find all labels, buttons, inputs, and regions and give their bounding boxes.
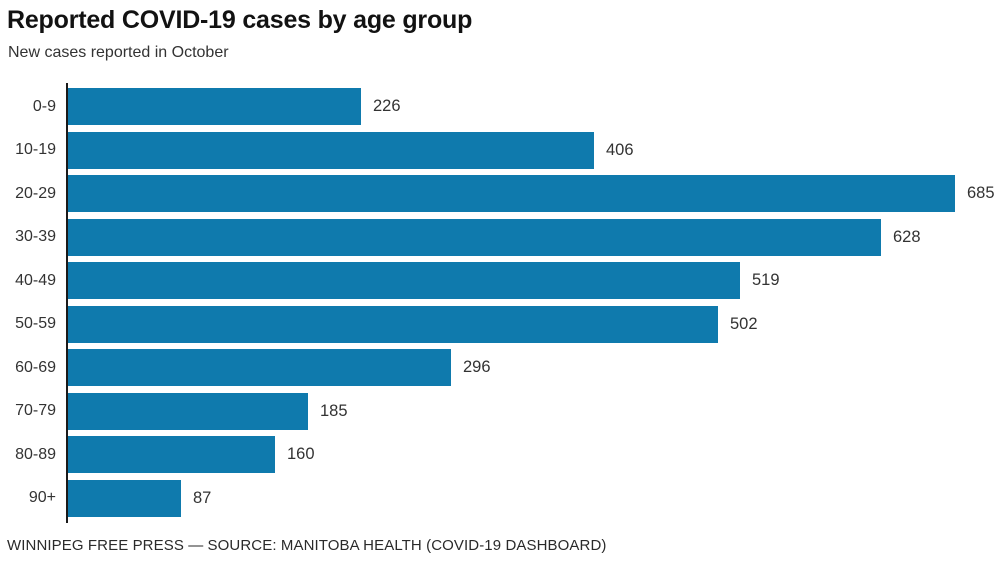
category-label: 70-79: [15, 402, 56, 419]
value-label: 87: [193, 488, 212, 507]
bar: [68, 349, 451, 386]
chart-subtitle: New cases reported in October: [8, 44, 229, 61]
chart-rows: 0-9 226 10-19 406 20-29 685 30-39 628 40-49 519 50…: [0, 88, 1000, 517]
value-label: 185: [320, 401, 348, 420]
category-label: 30-39: [15, 228, 56, 245]
category-label: 20-29: [15, 184, 56, 202]
chart-row: 20-29 685: [0, 175, 1000, 212]
chart-row: 30-39 628: [0, 218, 1000, 256]
chart-row: 70-79 185: [0, 392, 1000, 430]
value-label: 628: [893, 227, 921, 246]
category-label: 40-49: [15, 271, 56, 289]
chart-row: 40-49 519: [0, 262, 1000, 299]
source-attribution: WINNIPEG FREE PRESS — SOURCE: MANITOBA H…: [7, 537, 607, 554]
chart-row: 0-9 226: [0, 88, 1000, 125]
bar: [68, 392, 308, 430]
bar: [68, 88, 361, 125]
bar: [68, 479, 181, 517]
chart-row: 80-89 160: [0, 436, 1000, 473]
bar: [68, 305, 718, 343]
category-label: 50-59: [15, 315, 56, 332]
value-label: 226: [373, 97, 401, 115]
category-label: 10-19: [15, 141, 56, 158]
value-label: 296: [463, 358, 491, 376]
category-label: 80-89: [15, 445, 56, 463]
chart-row: 90+ 87: [0, 479, 1000, 517]
bar: [68, 218, 881, 256]
chart-title: Reported COVID-19 cases by age group: [7, 6, 473, 34]
category-label: 60-69: [15, 358, 56, 376]
value-label: 519: [752, 271, 780, 289]
category-label: 0-9: [32, 97, 56, 115]
value-label: 502: [730, 314, 758, 333]
bar-chart: 0-9 226 10-19 406 20-29 685 30-39 628 40-49 519 50…: [0, 83, 1000, 523]
bar: [68, 175, 955, 212]
value-label: 406: [606, 140, 634, 159]
bar: [68, 436, 275, 473]
bar: [68, 131, 594, 169]
chart-row: 50-59 502: [0, 305, 1000, 343]
value-label: 685: [967, 184, 995, 202]
y-axis-line: [66, 83, 68, 523]
bar: [68, 262, 740, 299]
value-label: 160: [287, 445, 315, 463]
chart-row: 60-69 296: [0, 349, 1000, 386]
category-label: 90+: [28, 489, 56, 506]
chart-row: 10-19 406: [0, 131, 1000, 169]
